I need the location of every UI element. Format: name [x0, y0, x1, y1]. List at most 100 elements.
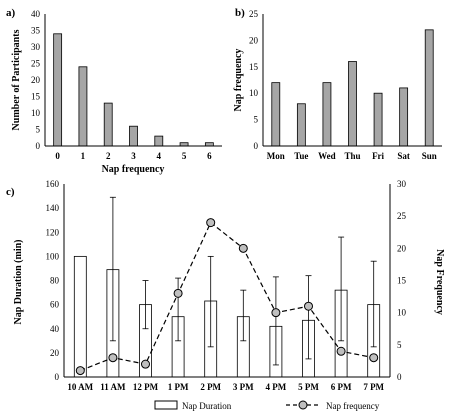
c-left-y-tick-label: 20: [50, 348, 60, 358]
b-y-tick-label: 20: [249, 35, 259, 45]
b-x-tick-label: Sat: [397, 151, 410, 161]
panel-c-frequency-line: [75, 218, 379, 376]
c-right-y-tick-label: 20: [397, 243, 407, 253]
a-bar-3: [129, 125, 138, 147]
panel-a-y-tick-labels: 0 5 10 15 20 25 30 35 40: [31, 9, 41, 151]
a-y-tick-label: 0: [36, 141, 41, 151]
c-left-y-tick-label: 100: [46, 251, 60, 261]
panel-b-bars: [271, 29, 434, 147]
c-x-tick-label: 1 PM: [168, 382, 189, 392]
a-x-tick-label: 4: [157, 151, 162, 161]
c-x-tick-label: 4 PM: [266, 382, 287, 392]
b-bar-tue: [296, 103, 306, 147]
a-x-tick-label: 2: [106, 151, 111, 161]
a-x-tick-label: 5: [182, 151, 187, 161]
a-bar-4: [154, 135, 164, 147]
c-x-tick-label: 10 AM: [67, 382, 93, 392]
frequency-point-2-pm: [206, 218, 216, 228]
c-left-y-tick-label: 140: [46, 203, 60, 213]
c-right-y-tick-label: 15: [397, 276, 407, 286]
panel-a-y-axis-title: Number of Participants: [11, 29, 22, 130]
panel-c-x-tick-labels: 10 AM 11 AM 12 PM 1 PM 2 PM 3 PM 4 PM 5 PM 6 PM 7…: [67, 382, 384, 392]
b-x-tick-label: Sun: [422, 151, 437, 161]
panel-c-right-y-axis-title: Nap Frequency: [434, 249, 445, 315]
legend-frequency-marker: [298, 400, 308, 410]
c-left-y-tick-label: 120: [46, 227, 60, 237]
c-right-y-tick-label: 0: [397, 372, 402, 382]
b-bar-wed: [322, 82, 332, 147]
b-y-tick-label: 15: [249, 62, 259, 72]
a-y-tick-label: 5: [36, 125, 41, 135]
b-bar-mon: [271, 82, 281, 147]
panel-a-x-axis-title: Nap frequency: [102, 164, 165, 175]
a-y-tick-label: 20: [31, 75, 41, 85]
frequency-point-7-pm: [369, 353, 379, 363]
a-y-tick-label: 30: [31, 42, 41, 52]
panel-a-chart: a) 0 5 10 15 20 25 30 35 40 0 1 2 3 4 5 6 Number of Pa…: [6, 7, 222, 175]
panel-c-right-y-tick-labels: 0 5 10 15 20 25 30: [397, 179, 407, 382]
frequency-line-path: [80, 221, 374, 372]
c-right-y-tick-label: 10: [397, 308, 407, 318]
c-right-y-tick-label: 5: [397, 340, 402, 350]
frequency-point-10-am: [75, 366, 85, 376]
b-x-tick-label: Tue: [294, 151, 308, 161]
frequency-point-11-am: [108, 353, 118, 363]
panel-a-label: a): [6, 7, 16, 19]
b-bar-thu: [348, 61, 357, 147]
a-y-tick-label: 15: [31, 92, 41, 102]
frequency-point-1-pm: [173, 288, 183, 298]
a-bar-1: [78, 66, 88, 147]
panel-b-y-tick-labels: 0 5 10 15 20 25: [249, 9, 259, 151]
frequency-point-5-pm: [304, 301, 313, 311]
frequency-point-6-pm: [336, 346, 346, 356]
panel-a-bars: [53, 33, 214, 147]
c-x-tick-label: 5 PM: [298, 382, 319, 392]
panel-a-x-tick-labels: 0 1 2 3 4 5 6: [55, 151, 212, 161]
a-bar-0: [53, 33, 63, 147]
panel-c-error-bars: [109, 196, 377, 366]
frequency-point-3-pm: [238, 243, 248, 253]
frequency-point-4-pm: [271, 308, 281, 318]
c-left-y-tick-label: 80: [50, 276, 60, 286]
c-left-y-tick-label: 40: [50, 324, 60, 334]
c-x-tick-label: 12 PM: [133, 382, 159, 392]
frequency-point-12-pm: [141, 359, 150, 369]
c-left-y-tick-label: 60: [50, 300, 60, 310]
a-x-tick-label: 6: [207, 151, 212, 161]
b-x-tick-label: Mon: [267, 151, 285, 161]
legend-frequency-label: Nap frequency: [326, 401, 380, 411]
c-right-y-tick-label: 25: [397, 211, 407, 221]
b-x-tick-label: Fri: [372, 151, 384, 161]
panel-b-chart: b) 0 5 10 15 20 25 Mon Tue Wed Thu Fri Sat Sun Nap …: [233, 7, 442, 161]
c-x-tick-label: 11 AM: [100, 382, 126, 392]
c-x-tick-label: 6 PM: [331, 382, 352, 392]
a-y-tick-label: 35: [31, 26, 41, 36]
b-y-tick-label: 0: [254, 141, 259, 151]
panel-b-y-axis-title: Nap frequency: [233, 49, 244, 112]
b-bar-sat: [399, 87, 409, 147]
c-x-tick-label: 7 PM: [363, 382, 384, 392]
b-bar-sun: [424, 29, 434, 147]
legend-duration-label: Nap Duration: [182, 401, 232, 411]
b-x-tick-label: Wed: [318, 151, 336, 161]
a-y-tick-label: 25: [31, 59, 41, 69]
c-x-tick-label: 2 PM: [200, 382, 221, 392]
c-x-tick-label: 3 PM: [233, 382, 254, 392]
panel-c-legend: Nap Duration Nap frequency: [154, 400, 380, 411]
panel-c-duration-bars: [73, 255, 381, 378]
panel-b-x-tick-labels: Mon Tue Wed Thu Fri Sat Sun: [267, 151, 437, 161]
b-y-tick-label: 5: [254, 115, 259, 125]
c-right-y-tick-label: 30: [397, 179, 407, 189]
panel-b-label: b): [235, 7, 245, 19]
panel-c-label: c): [6, 186, 15, 198]
a-y-tick-label: 10: [31, 108, 41, 118]
a-bar-2: [103, 102, 113, 147]
a-y-tick-label: 40: [31, 9, 41, 19]
panel-c-left-y-axis-title: Nap Duration (min): [13, 239, 24, 324]
a-x-tick-label: 1: [81, 151, 86, 161]
duration-bar-10-am: [73, 255, 87, 378]
a-x-tick-label: 0: [55, 151, 60, 161]
b-x-tick-label: Thu: [344, 151, 360, 161]
panel-c-chart: c) 0 20 40 60 80 100 120 140 160 0 5 10 15 20 25 30 10…: [6, 179, 445, 411]
